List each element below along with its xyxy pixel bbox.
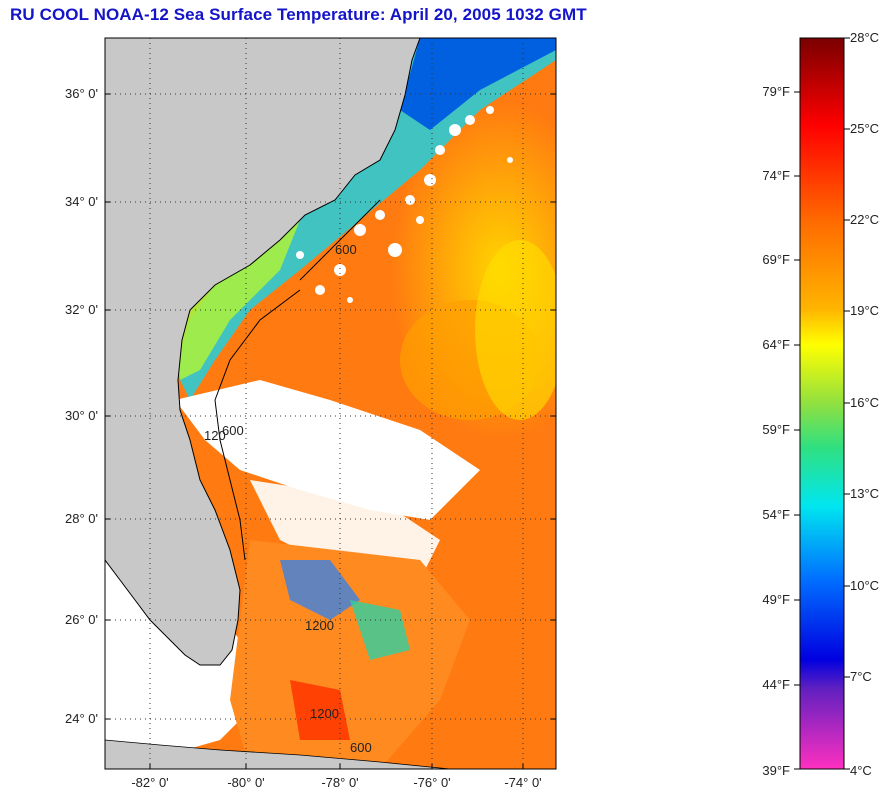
fahrenheit-label: 39°F [762,763,790,778]
contour-label: 600 [335,242,357,257]
fahrenheit-label: 49°F [762,592,790,607]
lon-label: -78° 0' [321,775,358,790]
lat-label: 30° 0' [65,408,98,423]
lat-label: 34° 0' [65,194,98,209]
celsius-label: 19°C [850,303,879,318]
lon-label: -74° 0' [504,775,541,790]
fahrenheit-label: 59°F [762,422,790,437]
lon-label: -76° 0' [413,775,450,790]
contour-label: 600 [222,423,244,438]
fahrenheit-label: 69°F [762,252,790,267]
celsius-label: 10°C [850,578,879,593]
celsius-label: 28°C [850,30,879,45]
colorbar [799,37,845,770]
fahrenheit-label: 54°F [762,507,790,522]
contour-label: 1200 [305,618,334,633]
celsius-label: 4°C [850,763,872,778]
sst-image [105,38,556,769]
lat-label: 32° 0' [65,302,98,317]
lon-label: -82° 0' [131,775,168,790]
lat-label: 36° 0' [65,86,98,101]
fahrenheit-label: 64°F [762,337,790,352]
fahrenheit-label: 74°F [762,168,790,183]
fahrenheit-label: 44°F [762,677,790,692]
celsius-label: 22°C [850,212,879,227]
fahrenheit-label: 79°F [762,84,790,99]
lat-label: 26° 0' [65,612,98,627]
celsius-label: 7°C [850,669,872,684]
lon-label: -80° 0' [227,775,264,790]
contour-label: 1200 [310,706,339,721]
contour-label: 120 [204,428,226,443]
map-title: RU COOL NOAA-12 Sea Surface Temperature:… [10,5,587,24]
celsius-label: 13°C [850,486,879,501]
celsius-label: 16°C [850,395,879,410]
lat-label: 24° 0' [65,711,98,726]
contour-label: 600 [350,740,372,755]
lat-label: 28° 0' [65,511,98,526]
celsius-label: 25°C [850,121,879,136]
map-frame [104,37,557,770]
